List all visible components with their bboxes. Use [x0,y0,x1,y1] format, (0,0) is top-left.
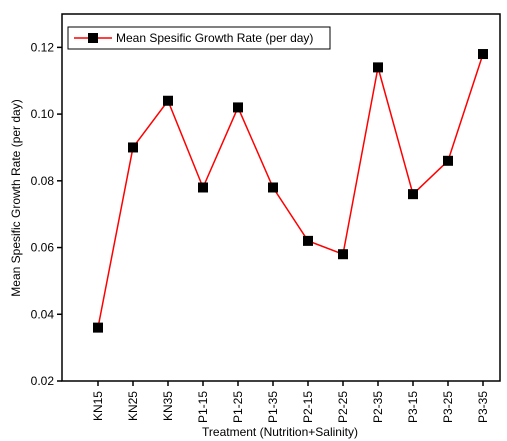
x-tick-label: P1-35 [266,391,280,423]
data-point [443,155,453,166]
y-tick-label: 0.10 [31,107,55,121]
data-point [373,62,383,73]
legend-label: Mean Spesific Growth Rate (per day) [116,31,313,45]
data-point [338,249,348,260]
data-point [163,95,173,106]
x-tick-label: P1-15 [196,391,210,423]
x-tick-label: P2-35 [371,391,385,423]
data-point [303,235,313,246]
y-axis-title: Mean Spesific Growth Rate (per day) [9,99,23,296]
x-tick-label: P3-25 [441,391,455,423]
legend-marker [88,33,98,43]
legend-box [67,26,331,50]
series-line [97,53,484,328]
data-point [233,102,243,113]
x-tick-label: P3-15 [406,391,420,423]
x-tick-label: P2-15 [301,391,315,423]
data-point [408,189,418,200]
data-point [128,142,138,153]
y-tick-label: 0.08 [31,174,55,188]
data-point [478,49,488,60]
data-point [198,182,208,193]
y-tick-label: 0.04 [31,307,55,321]
x-tick-label: KN25 [126,391,140,421]
x-tick-label: KN15 [91,391,105,421]
x-tick-label: KN35 [161,391,175,421]
data-point [268,182,278,193]
y-tick-label: 0.06 [31,241,55,255]
x-tick-label: P3-35 [476,391,490,423]
plot-frame [61,13,501,382]
x-tick-label: P2-25 [336,391,350,423]
x-axis-title: Treatment (Nutrition+Salinity) [202,425,358,439]
x-tick-label: P1-25 [231,391,245,423]
y-tick-label: 0.12 [31,40,55,54]
y-tick-label: 0.02 [31,374,55,388]
data-point [93,322,103,333]
